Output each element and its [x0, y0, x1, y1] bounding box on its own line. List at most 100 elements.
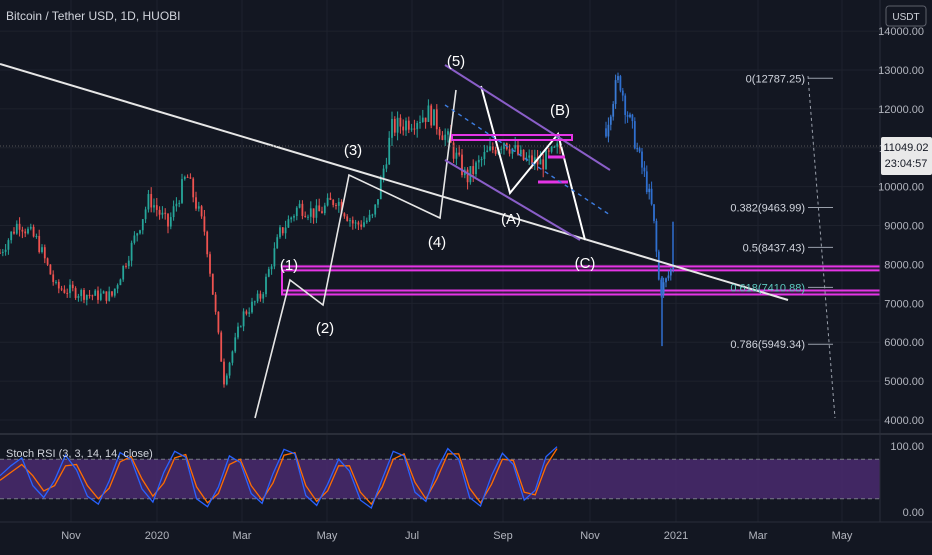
candle-body: [309, 208, 312, 217]
stoch-rsi-pane[interactable]: [0, 446, 880, 510]
candle-body: [433, 109, 435, 126]
candle-body: [413, 128, 416, 130]
candle-body: [74, 288, 77, 298]
candle-body: [660, 279, 663, 294]
candle-body: [343, 213, 346, 217]
candle-body: [94, 290, 97, 296]
time-axis[interactable]: Nov 2020 Mar May Jul Sep Nov 2021 Mar May: [61, 530, 853, 542]
symbol-title[interactable]: Bitcoin / Tether USD, 1D, HUOBI: [6, 9, 181, 23]
candle-body: [371, 214, 374, 216]
candle-body: [337, 201, 340, 206]
candle-body: [553, 146, 556, 148]
candle-body: [111, 291, 113, 296]
candle-body: [441, 135, 444, 140]
candle-body: [624, 95, 627, 115]
candle-body: [270, 266, 273, 270]
candle-body: [633, 121, 636, 149]
candle-body: [265, 276, 267, 295]
candle-body: [438, 129, 441, 136]
candle-body: [203, 216, 206, 232]
candle-body: [69, 284, 71, 294]
candle-body: [643, 167, 646, 172]
candle-body: [130, 242, 133, 261]
candle-body: [321, 211, 323, 214]
candle-body: [10, 231, 13, 241]
time-tick-label: Mar: [749, 530, 768, 542]
candle-body: [402, 126, 405, 131]
candle-body: [318, 205, 321, 212]
candle-body: [144, 209, 147, 220]
candle-body: [259, 293, 262, 299]
candle-body: [256, 293, 259, 302]
candle-body: [542, 159, 545, 170]
price-pane[interactable]: [0, 63, 882, 419]
price-candles: [0, 72, 675, 388]
candle-body: [172, 206, 175, 218]
candle-body: [533, 157, 536, 165]
candle-body: [105, 291, 108, 301]
indicator-label[interactable]: Stoch RSI (3, 3, 14, 14, close): [6, 448, 153, 460]
candle-body: [231, 351, 234, 363]
candle-body: [349, 220, 351, 222]
candle-body: [430, 105, 433, 126]
candle-body: [164, 212, 167, 214]
candle-body: [0, 252, 1, 254]
candle-body: [458, 152, 461, 155]
candle-body: [169, 217, 172, 227]
candle-body: [511, 148, 514, 154]
candle-body: [335, 204, 337, 206]
candle-body: [385, 164, 388, 169]
candle-body: [242, 311, 245, 327]
analysis-drawings: [0, 63, 880, 419]
candle-body: [32, 226, 35, 237]
candle-body: [83, 290, 85, 300]
candle-body: [421, 117, 424, 123]
price-tick-label: 5000.00: [884, 376, 924, 388]
candle-body: [377, 199, 379, 205]
candle-body: [4, 249, 7, 252]
candle-body: [206, 231, 209, 255]
candle-body: [605, 128, 607, 137]
candle-body: [158, 209, 161, 215]
candle-body: [388, 137, 391, 165]
rsi-axis[interactable]: 100.00 0.00: [890, 441, 924, 519]
rsi-tick-label: 0.00: [903, 507, 924, 519]
rsi-band: [0, 459, 880, 499]
candle-body: [125, 265, 127, 267]
candle-body: [197, 206, 200, 209]
candle-body: [393, 118, 396, 133]
candle-body: [489, 146, 491, 151]
candle-body: [466, 169, 469, 183]
candle-body: [60, 288, 63, 290]
candle-body: [175, 203, 178, 207]
candle-body: [183, 176, 186, 180]
candle-body: [669, 269, 672, 276]
candle-body: [41, 247, 43, 253]
wave-label: (1): [280, 257, 298, 274]
currency-box[interactable]: [885, 5, 927, 27]
candle-body: [399, 117, 402, 127]
candle-body: [641, 151, 643, 168]
wave-label: (4): [428, 234, 446, 251]
candle-body: [657, 251, 660, 280]
candle-body: [304, 215, 307, 218]
projection-line: [444, 104, 611, 216]
candle-body: [276, 237, 279, 249]
candle-body: [13, 231, 15, 234]
candle-body: [424, 117, 427, 122]
candle-body: [155, 205, 158, 210]
rsi-d-line: [0, 448, 558, 506]
candle-body: [136, 233, 139, 236]
candle-body: [21, 229, 24, 232]
candle-body: [480, 159, 483, 161]
candle-body: [614, 80, 617, 105]
candle-body: [217, 311, 220, 333]
candle-body: [15, 223, 18, 234]
candle-body: [49, 264, 52, 275]
candle-body: [91, 295, 94, 297]
countdown-timer: 23:04:57: [885, 158, 928, 170]
candle-body: [209, 254, 211, 274]
candle-body: [251, 301, 253, 313]
